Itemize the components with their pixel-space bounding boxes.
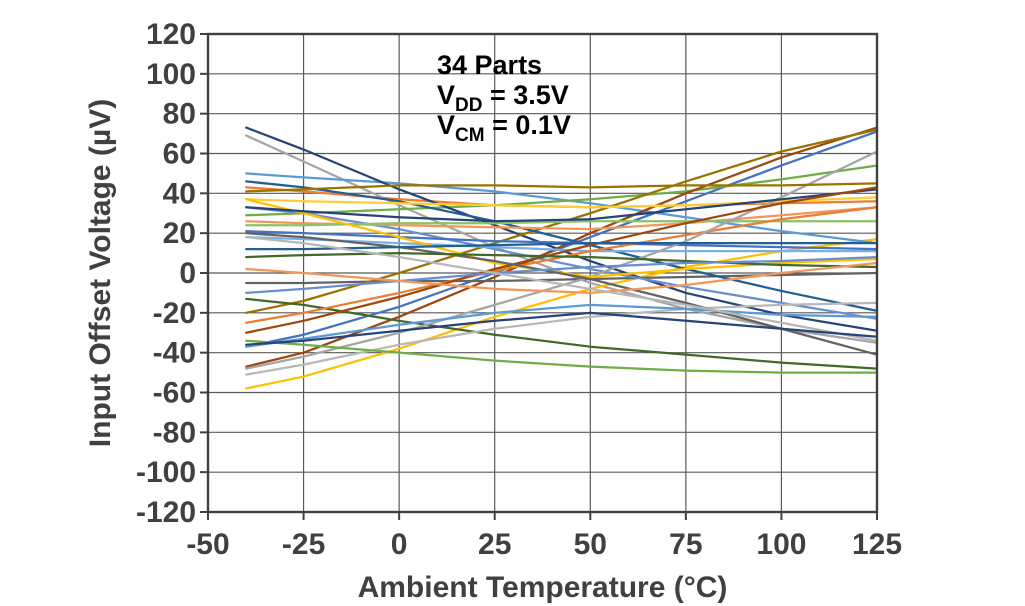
series-line-29 [245,242,879,251]
y-tick-label: -120 [136,496,196,529]
series-line-5 [245,172,879,245]
x-tick-label: 0 [391,528,408,561]
y-tick-label: 60 [163,138,196,171]
y-tick-label: -40 [153,337,196,370]
y-tick-label: 100 [146,58,196,91]
x-tick-label: 75 [669,528,702,561]
series-line-31 [245,255,879,295]
series-line-34 [245,311,879,346]
y-tick-label: 0 [179,257,196,290]
x-axis-title: Ambient Temperature (°C) [358,571,728,604]
annotation-vcm: VCM = 0.1V [437,110,571,146]
y-axis-title: Input Offset Voltage (µV) [84,99,117,447]
x-tick-label: -50 [186,528,229,561]
annotation-parts-count: 34 Parts [437,50,542,80]
y-tick-label: 120 [146,18,196,51]
y-tick-label: 80 [163,98,196,131]
series-line-14 [245,206,879,231]
x-tick-label: 50 [574,528,607,561]
y-tick-label: -100 [136,456,196,489]
x-tick-label: 125 [852,528,902,561]
series-line-19 [245,230,879,251]
series-line-30 [245,251,879,269]
series-line-32 [245,261,879,295]
y-tick-label: -60 [153,377,196,410]
y-tick-label: -20 [153,297,196,330]
x-tick-label: -25 [282,528,325,561]
series-line-15 [245,301,879,376]
series-line-4 [245,238,879,390]
y-tick-label: 40 [163,177,196,210]
series-line-20 [245,206,879,324]
series-line-25 [245,188,879,223]
x-tick-label: 100 [756,528,806,561]
y-tick-label: -80 [153,416,196,449]
x-tick-label: 25 [478,528,511,561]
series-line-12 [245,297,879,370]
y-tick-label: 20 [163,217,196,250]
series-line-33 [245,236,879,342]
annotation-vdd: VDD = 3.5V [437,80,569,116]
series-line-23 [245,303,879,348]
series-line-28 [245,182,879,193]
series-line-13 [245,206,879,320]
series-line-24 [245,339,879,374]
